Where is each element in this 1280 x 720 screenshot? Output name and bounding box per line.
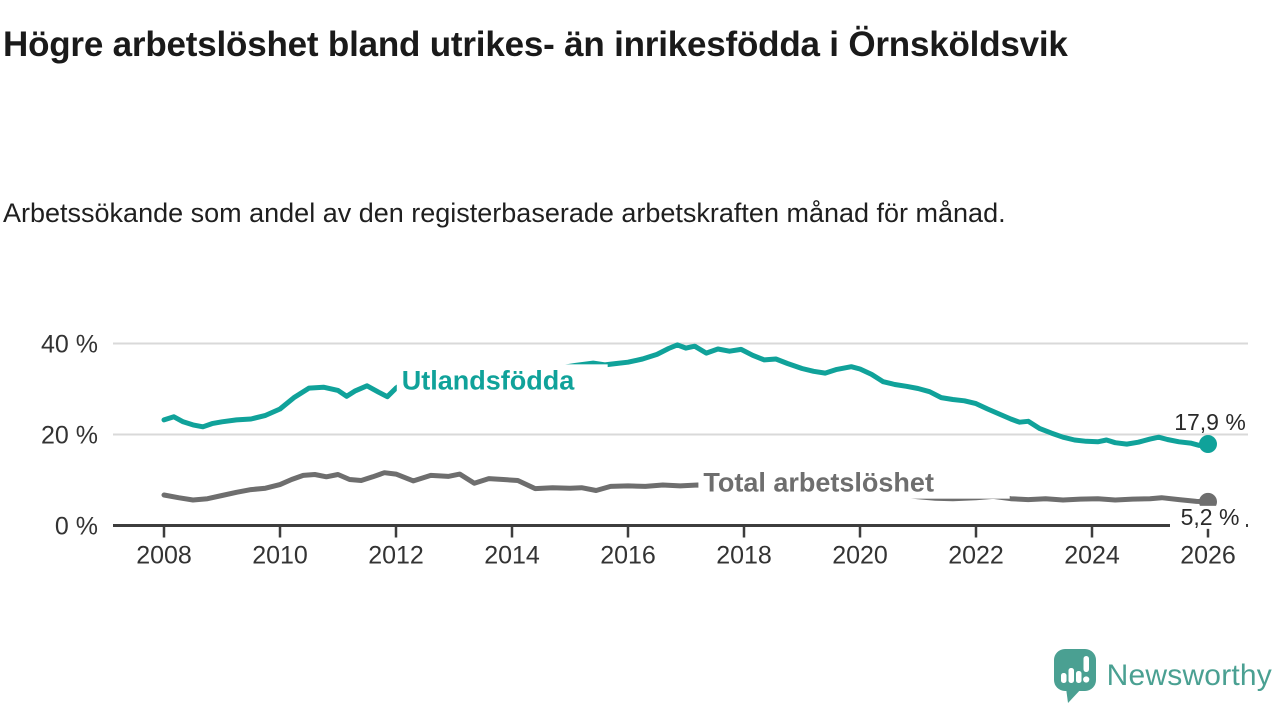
series-end-dot-1 <box>1199 435 1217 454</box>
end-value-label-1: 17,9 % <box>1174 409 1246 435</box>
series-label-1: Utlandsfödda <box>402 365 575 395</box>
x-tick-label: 2024 <box>1064 542 1120 570</box>
series-label-mask <box>396 364 608 397</box>
y-tick-label: 0 % <box>55 513 98 541</box>
series-line-0 <box>161 470 1211 505</box>
x-tick-label: 2018 <box>716 542 772 570</box>
x-tick-label: 2020 <box>832 542 888 570</box>
newsworthy-logo: Newsworthy <box>1053 648 1272 704</box>
newsworthy-logo-text: Newsworthy <box>1106 659 1272 692</box>
x-tick-label: 2012 <box>368 542 424 570</box>
series-label-mask <box>698 466 1010 499</box>
x-tick-label: 2008 <box>136 542 192 570</box>
end-value-label-0: 5,2 % <box>1181 504 1240 530</box>
x-tick-label: 2026 <box>1180 542 1236 570</box>
x-tick-label: 2010 <box>252 542 308 570</box>
x-tick-label: 2014 <box>484 542 540 570</box>
series-label-0: Total arbetslöshet <box>703 467 934 497</box>
x-tick-label: 2022 <box>948 542 1004 570</box>
chart-subtitle: Arbetssökande som andel av den registerb… <box>3 198 1006 228</box>
chart-title: Högre arbetslöshet bland utrikes- än inr… <box>3 25 1068 64</box>
y-tick-label: 20 % <box>41 422 98 450</box>
y-tick-label: 40 % <box>41 331 98 359</box>
series-line-1 <box>161 342 1211 448</box>
end-label-mask <box>1170 505 1246 529</box>
bar-chart-speech-bubble-icon <box>1053 649 1096 703</box>
x-tick-label: 2016 <box>600 542 656 570</box>
